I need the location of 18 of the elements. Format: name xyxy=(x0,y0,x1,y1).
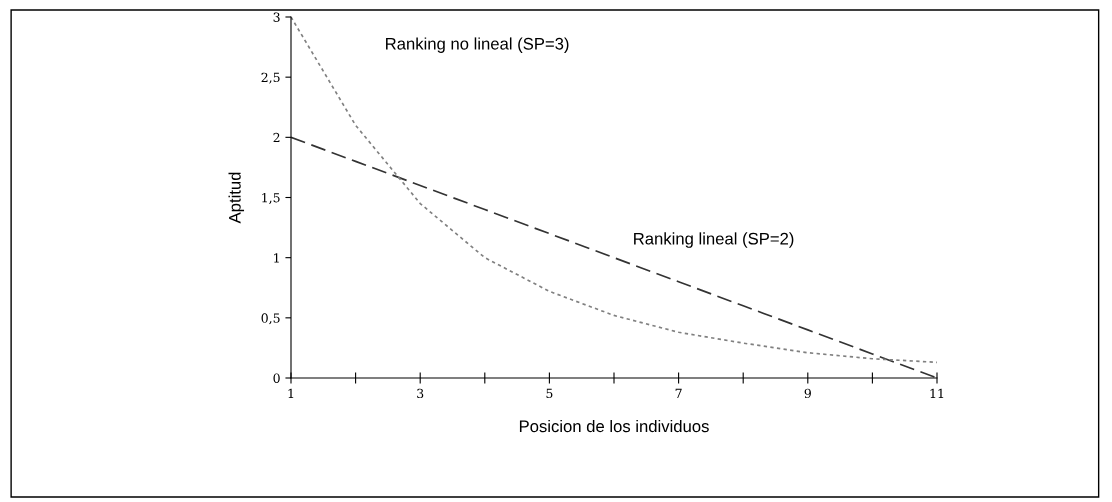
annotation: Ranking no lineal (SP=3) xyxy=(386,37,569,53)
y-tick-label: 0 xyxy=(273,373,280,383)
y-tick-label: 1 xyxy=(274,253,279,263)
y-axis-title: Aptitud xyxy=(228,172,245,224)
y-tick-label: 2,5 xyxy=(261,72,280,84)
x-axis-title: Posicion de los individuos xyxy=(519,419,709,433)
y-tick-label: 0,5 xyxy=(261,313,280,325)
x-tick-label: 5 xyxy=(546,388,553,399)
x-tick-label: 1 xyxy=(288,388,294,398)
x-tick-label: 9 xyxy=(804,388,811,399)
y-tick-label: 1,5 xyxy=(262,192,280,204)
y-tick-label: 3 xyxy=(273,12,280,22)
annotation: Ranking lineal (SP=2) xyxy=(634,232,794,248)
line-series xyxy=(291,17,937,364)
x-tick-label: 7 xyxy=(675,388,682,398)
x-tick-label: 11 xyxy=(930,388,944,398)
y-tick-label: 2 xyxy=(273,132,280,143)
x-tick-label: 3 xyxy=(417,388,424,399)
